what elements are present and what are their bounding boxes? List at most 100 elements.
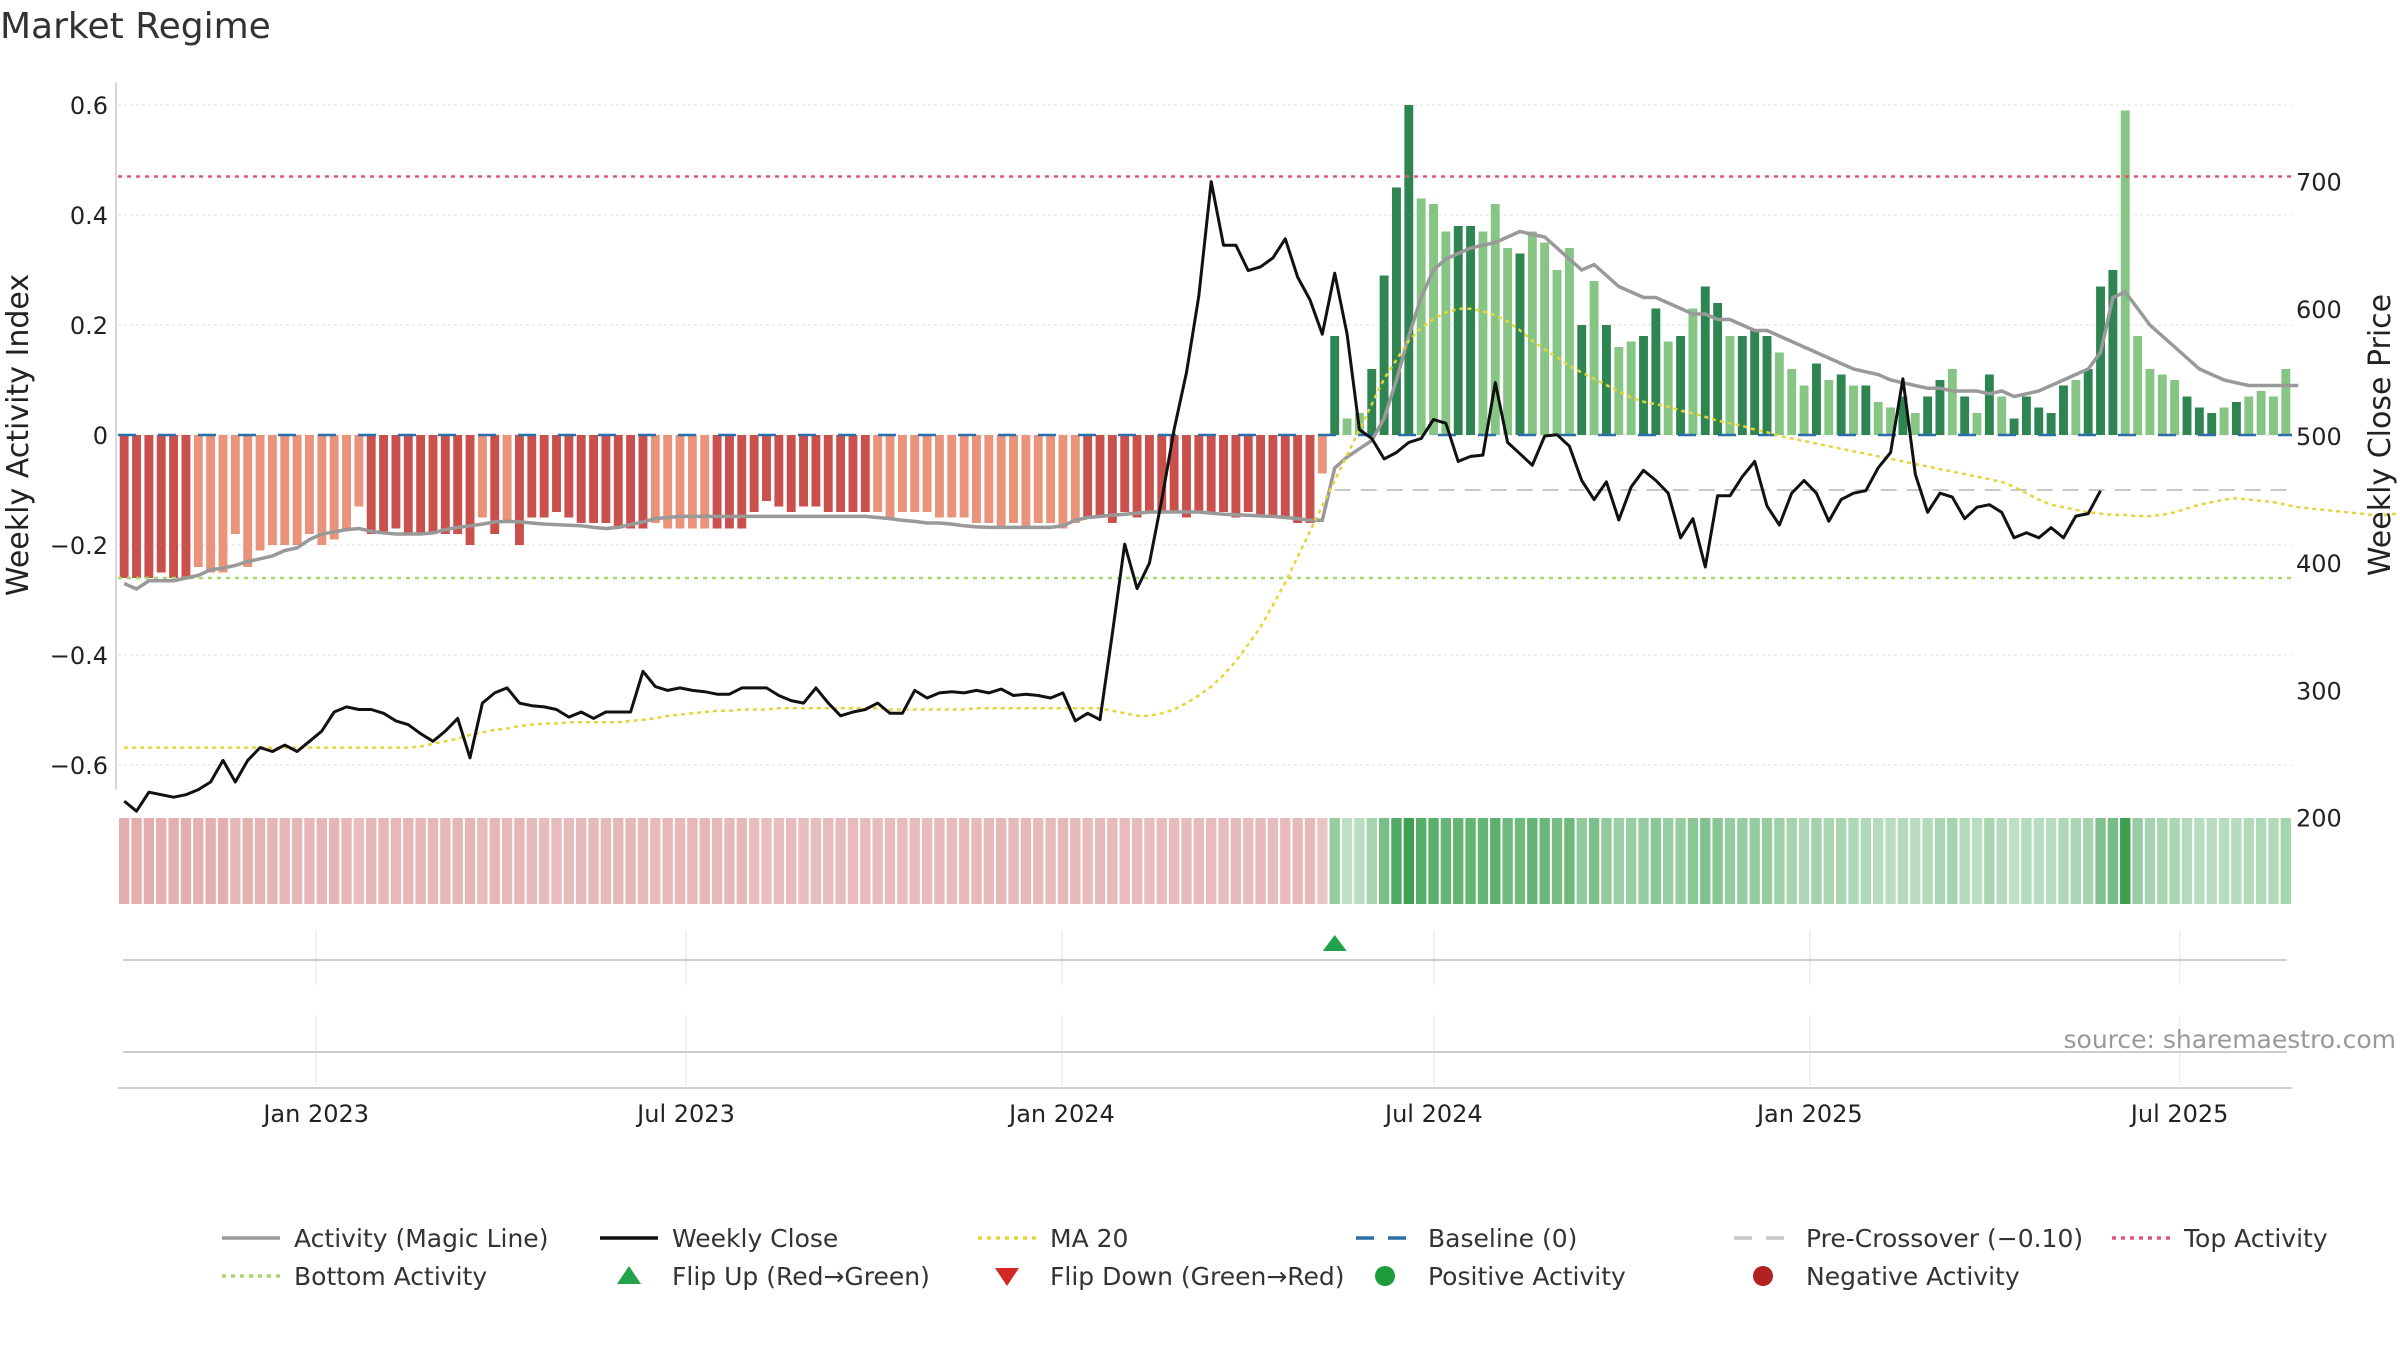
regime-strip-cell: [1761, 818, 1773, 904]
source-credit: source: sharemaestro.com: [2064, 1025, 2397, 1054]
legend-entry: Bottom Activity: [222, 1262, 487, 1291]
regime-strip-cell: [1860, 818, 1872, 904]
activity-bar: [2009, 418, 2019, 435]
regime-strip-cell: [773, 818, 785, 904]
activity-bar: [1639, 336, 1648, 435]
regime-strip-cell: [390, 818, 402, 904]
activity-bar: [1330, 336, 1340, 435]
activity-bar: [1478, 231, 1488, 435]
activity-bar: [1984, 374, 1994, 435]
regime-strip-cell: [884, 818, 896, 904]
activity-bar: [724, 435, 734, 529]
legend-entry: Pre-Crossover (−0.10): [1734, 1224, 2083, 1253]
activity-bar: [329, 435, 339, 540]
regime-strip-cell: [2132, 818, 2143, 904]
activity-bar: [2021, 396, 2031, 435]
activity-bar: [1972, 413, 1982, 435]
regime-strip-cell: [464, 818, 476, 904]
activity-bar: [2231, 402, 2241, 435]
regime-strip-cell: [637, 818, 649, 904]
regime-strip-cell: [2082, 818, 2094, 904]
activity-bar: [910, 435, 920, 512]
regime-strip-cell: [514, 818, 525, 904]
activity-bar: [1256, 435, 1266, 518]
activity-bar: [885, 435, 895, 518]
activity-bar: [1033, 435, 1043, 523]
regime-strip-cell: [1280, 818, 1291, 904]
regime-strip-cell: [1378, 818, 1390, 904]
activity-bar: [1589, 281, 1599, 435]
activity-bar: [2096, 286, 2105, 435]
activity-bar: [996, 435, 1006, 529]
regime-strip-cell: [971, 818, 982, 904]
regime-strip-cell: [563, 818, 575, 904]
activity-bar: [2207, 413, 2217, 435]
regime-strip-cell: [674, 818, 686, 904]
regime-strip-cell: [1094, 818, 1106, 904]
regime-strip-cell: [2194, 818, 2205, 904]
regime-strip-cell: [1403, 818, 1415, 904]
regime-strip-cell: [1724, 818, 1736, 904]
activity-bar: [700, 435, 710, 529]
regime-strip-cell: [2218, 818, 2230, 904]
y-tick-right: 500: [2296, 423, 2342, 451]
regime-strip-cell: [2095, 818, 2106, 904]
y-tick-left: 0.4: [70, 202, 108, 230]
activity-bar: [2170, 380, 2180, 435]
legend-entry: Flip Up (Red→Green): [617, 1262, 930, 1291]
regime-strip-cell: [1971, 818, 1983, 904]
activity-bar: [2145, 369, 2155, 435]
activity-bar: [1811, 363, 1821, 435]
activity-bar: [1268, 435, 1278, 518]
activity-bar: [243, 435, 253, 567]
activity-bar: [169, 435, 179, 578]
y-tick-left: −0.2: [50, 532, 108, 560]
regime-strip-cell: [1131, 818, 1143, 904]
activity-bar: [613, 435, 623, 529]
regime-strip-cell: [1848, 818, 1859, 904]
regime-strip-cell: [193, 818, 204, 904]
regime-strip-cell: [1873, 818, 1884, 904]
regime-strip-cell: [180, 818, 192, 904]
activity-bar: [305, 435, 314, 534]
activity-bar: [848, 435, 858, 512]
activity-bar: [564, 435, 574, 518]
legend-label: Pre-Crossover (−0.10): [1806, 1224, 2083, 1253]
activity-bar: [379, 435, 389, 534]
y-axis-label-right: Weekly Close Price: [2363, 294, 2398, 576]
activity-bar: [1317, 435, 1327, 474]
activity-bar: [922, 435, 932, 512]
activity-bar: [1750, 330, 1760, 435]
regime-strip-cell: [860, 818, 871, 904]
activity-bar: [2059, 385, 2068, 435]
regime-strip-cell: [2243, 818, 2254, 904]
regime-strip-cell: [2255, 818, 2267, 904]
regime-strip-cell: [1885, 818, 1896, 904]
regime-strip-cell: [1366, 818, 1377, 904]
legend-label: Baseline (0): [1428, 1224, 1577, 1253]
activity-bar: [1935, 380, 1945, 435]
y-axis-label-left: Weekly Activity Index: [1, 274, 36, 596]
activity-bar: [601, 435, 611, 523]
activity-bar: [1824, 380, 1834, 435]
regime-strip-cell: [551, 818, 562, 904]
regime-strip-cell: [2107, 818, 2119, 904]
activity-bar: [477, 435, 487, 518]
activity-bar: [2244, 396, 2254, 435]
regime-strip-cell: [847, 818, 859, 904]
activity-bar: [2071, 380, 2081, 435]
activity-bar: [1132, 435, 1142, 518]
regime-strip-cell: [1144, 818, 1155, 904]
activity-bar: [2034, 407, 2044, 435]
activity-bar: [317, 435, 327, 545]
activity-bar: [1095, 435, 1105, 518]
regime-strip-cell: [501, 818, 513, 904]
activity-bar: [440, 435, 450, 534]
x-tick-label: Jan 2024: [1007, 1100, 1115, 1128]
regime-strip-cell: [823, 818, 834, 904]
legend-entry: Negative Activity: [1753, 1262, 2020, 1291]
regime-strip-cell: [1502, 818, 1513, 904]
regime-strip-cell: [576, 818, 587, 904]
activity-bar: [1947, 369, 1957, 435]
regime-strip-cell: [1181, 818, 1192, 904]
